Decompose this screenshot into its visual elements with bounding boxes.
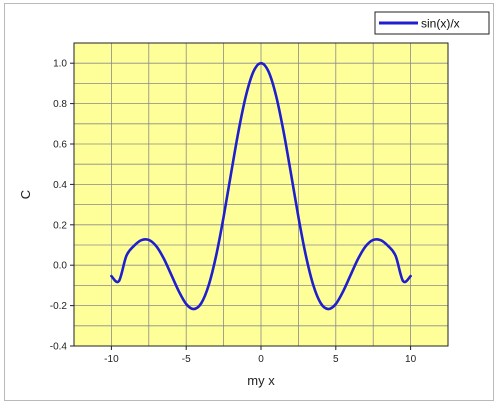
x-tick-label: 10 — [405, 354, 417, 365]
legend: sin(x)/x — [374, 11, 490, 35]
axis-ticks: -10 -5 0 5 10 -0.4 -0.2 0.0 0.2 0.4 0.6 0.8 1.0 — [50, 59, 417, 365]
x-tick-label: 0 — [258, 354, 264, 365]
x-tick-label: -5 — [182, 354, 191, 365]
y-tick-label: 0.6 — [53, 140, 67, 151]
y-tick-label: 0.0 — [53, 261, 67, 272]
y-axis-title: C — [18, 190, 33, 199]
x-tick-label: 5 — [333, 354, 339, 365]
series-layer — [110, 61, 412, 311]
x-axis-title: my x — [247, 373, 275, 388]
y-tick-label: 1.0 — [53, 59, 67, 70]
legend-box — [374, 11, 490, 35]
legend-label: sin(x)/x — [421, 17, 460, 31]
y-tick-label: 0.8 — [53, 99, 67, 110]
y-tick-label: 0.2 — [53, 220, 67, 231]
series-line — [110, 61, 412, 311]
grid — [74, 43, 448, 346]
y-tick-label: -0.2 — [50, 301, 68, 312]
y-tick-label: 0.4 — [53, 180, 67, 191]
x-tick-label: -10 — [104, 354, 119, 365]
y-tick-label: -0.4 — [50, 342, 68, 353]
